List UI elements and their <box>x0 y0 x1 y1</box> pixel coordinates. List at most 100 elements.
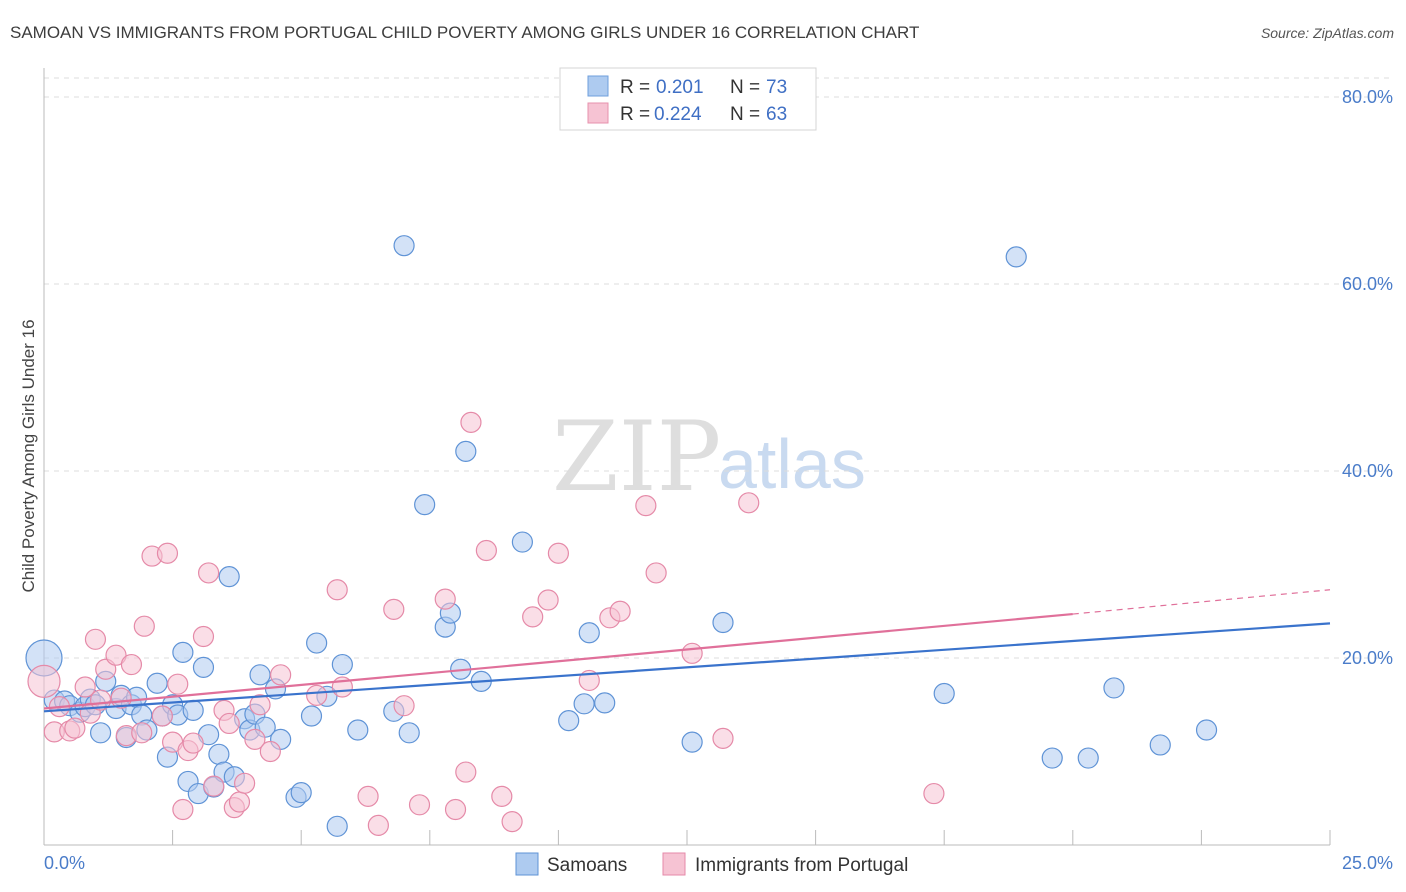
axes <box>43 68 1331 846</box>
portugal-point-28 <box>218 712 240 735</box>
samoan-point-51 <box>414 494 436 516</box>
portugal-point-43 <box>408 794 431 816</box>
portugal-point-14 <box>131 722 153 744</box>
legend-n-label-samoans: N = <box>730 77 760 98</box>
samoan-point-62 <box>681 731 703 753</box>
legend-r-label-samoans: R = <box>620 77 650 98</box>
portugal-point-52 <box>537 589 559 611</box>
portugal-point-60 <box>712 727 734 750</box>
trend-line-portugal-extension <box>1072 589 1331 615</box>
portugal-point-51 <box>522 606 544 628</box>
samoan-point-63 <box>712 611 734 634</box>
bottom-legend-swatch-portugal <box>662 852 686 876</box>
bottom-legend-samoans: Samoans <box>547 855 627 876</box>
source-label: Source: ZipAtlas.com <box>1261 25 1394 41</box>
samoan-point-45 <box>326 815 348 837</box>
portugal-point-48 <box>475 539 497 562</box>
y-tick-label-0: 20.0% <box>1342 648 1393 668</box>
x-tick-label-0: 0.0% <box>44 853 85 873</box>
samoan-point-43 <box>306 632 328 654</box>
y-tick-labels: 20.0% 40.0% 60.0% 80.0% <box>1342 87 1393 668</box>
portugal-point-53 <box>547 542 570 564</box>
legend-n-value-portugal: 63 <box>766 104 787 125</box>
samoan-point-67 <box>1077 747 1099 769</box>
portugal-point-34 <box>259 740 281 763</box>
portugal-point-62 <box>923 782 945 805</box>
portugal-point-13 <box>120 653 143 676</box>
portugal-point-4 <box>64 717 86 739</box>
samoan-point-47 <box>347 719 369 741</box>
samoan-point-65 <box>1005 246 1027 268</box>
samoan-point-59 <box>573 693 595 715</box>
portugal-point-47 <box>460 411 482 433</box>
samoan-point-58 <box>558 710 580 732</box>
samoan-point-17 <box>146 672 168 694</box>
samoan-point-26 <box>192 656 215 678</box>
portugal-point-31 <box>234 772 256 794</box>
portugal-point-5 <box>74 676 96 698</box>
legend-r-label-portugal: R = <box>620 104 650 125</box>
portugal-point-25 <box>198 562 220 584</box>
samoan-point-64 <box>933 682 955 705</box>
samoan-point-42 <box>300 705 323 727</box>
portugal-point-0 <box>27 664 61 698</box>
samoan-point-69 <box>1149 734 1171 756</box>
portugal-point-50 <box>501 811 523 833</box>
portugal-point-45 <box>444 798 467 821</box>
legend-r-value-portugal: 0.224 <box>654 104 702 125</box>
portugal-point-41 <box>383 598 405 620</box>
watermark-atlas: atlas <box>718 425 866 503</box>
portugal-point-20 <box>167 673 189 695</box>
y-tick-label-3: 80.0% <box>1342 87 1393 107</box>
samoan-point-22 <box>172 641 194 663</box>
portugal-point-23 <box>182 732 204 754</box>
samoan-point-31 <box>218 566 240 588</box>
portugal-point-24 <box>192 625 215 648</box>
portugal-point-33 <box>249 694 271 716</box>
portugal-point-15 <box>133 615 155 637</box>
portugal-point-37 <box>326 579 348 601</box>
legend-r-value-samoans: 0.201 <box>656 77 704 98</box>
portugal-point-18 <box>156 542 179 564</box>
portugal-point-49 <box>491 785 513 807</box>
portugal-point-8 <box>89 689 112 711</box>
samoan-point-50 <box>398 722 420 744</box>
portugal-point-56 <box>609 600 631 622</box>
portugal-point-30 <box>228 791 251 813</box>
legend: R = 0.201 N = 73 R = 0.224 N = 63 <box>559 67 817 131</box>
samoan-point-36 <box>249 664 271 686</box>
samoan-point-55 <box>455 440 477 462</box>
portugal-point-32 <box>244 728 266 750</box>
watermark: ZIP atlas <box>552 401 866 513</box>
portugal-point-7 <box>84 628 107 650</box>
samoan-point-24 <box>182 699 204 721</box>
bottom-legend: Samoans Immigrants from Portugal <box>515 852 908 876</box>
legend-swatch-samoans <box>587 75 609 97</box>
portugal-point-46 <box>455 761 477 783</box>
samoan-point-46 <box>331 653 353 676</box>
series-portugal <box>27 411 945 836</box>
bottom-legend-portugal: Immigrants from Portugal <box>695 855 908 876</box>
x-tick-label-1: 25.0% <box>1342 853 1393 873</box>
portugal-point-11 <box>110 687 132 709</box>
trend-lines <box>43 589 1331 713</box>
portugal-point-21 <box>172 798 194 821</box>
chart-title: SAMOAN VS IMMIGRANTS FROM PORTUGAL CHILD… <box>10 23 919 42</box>
legend-swatch-portugal <box>587 102 609 124</box>
y-tick-label-1: 40.0% <box>1342 461 1393 481</box>
portugal-point-26 <box>203 775 225 797</box>
portugal-point-36 <box>306 684 328 707</box>
samoan-point-60 <box>578 622 600 644</box>
samoan-point-66 <box>1041 747 1063 769</box>
samoan-point-68 <box>1103 677 1125 699</box>
samoan-point-49 <box>393 235 415 257</box>
trend-line-portugal <box>43 612 1073 710</box>
portugal-point-61 <box>738 492 760 514</box>
y-axis-label: Child Poverty Among Girls Under 16 <box>19 319 38 592</box>
samoan-point-8 <box>89 722 112 744</box>
legend-n-value-samoans: 73 <box>766 77 787 98</box>
portugal-point-58 <box>645 562 667 584</box>
legend-n-label-portugal: N = <box>730 104 760 125</box>
series-samoans <box>25 235 1218 837</box>
